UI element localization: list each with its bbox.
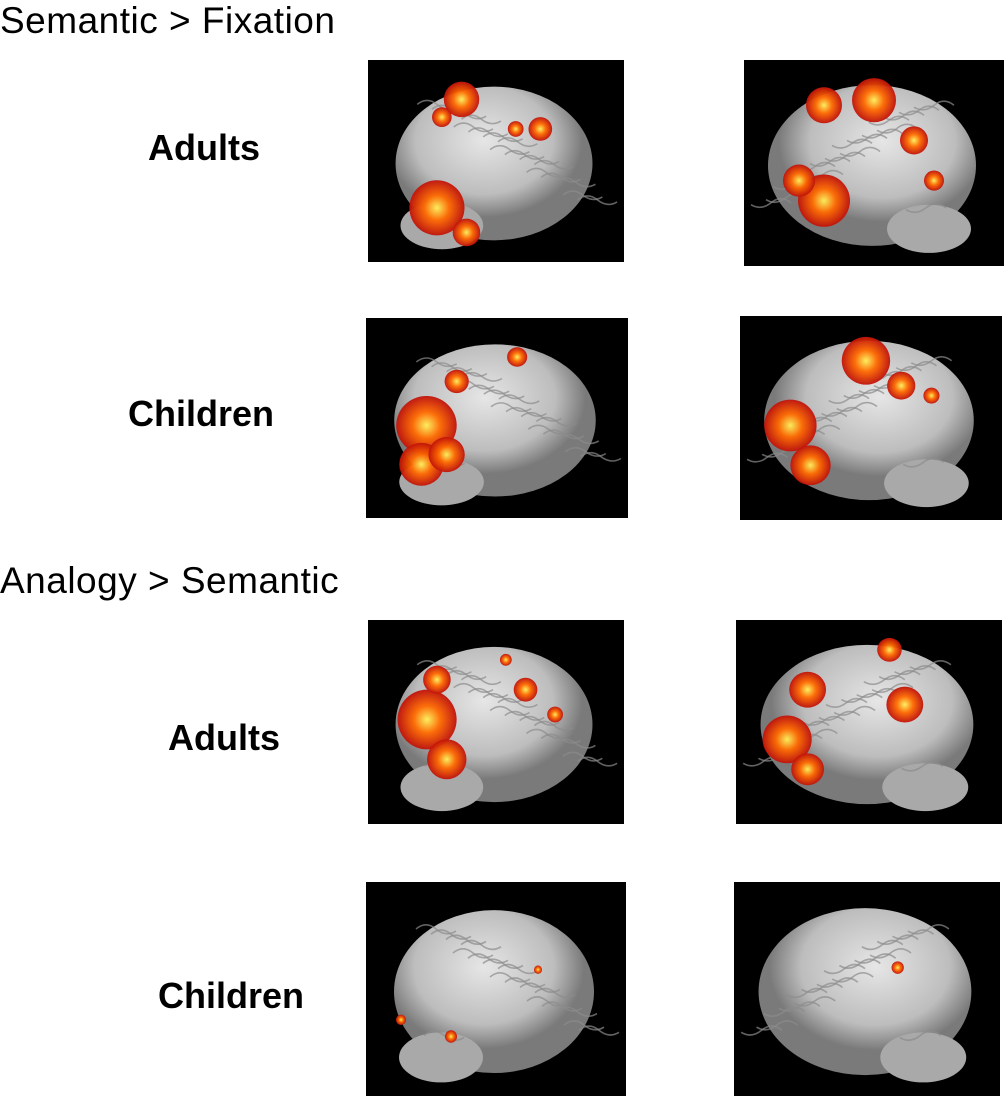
activation-blob [924, 170, 944, 191]
cerebellum-shape [400, 763, 484, 812]
brain-panel-left-view [368, 620, 624, 824]
sulcus-line [497, 137, 538, 148]
activation-blob [427, 739, 467, 780]
sulcus-line [533, 159, 575, 170]
sulcus-line [905, 202, 947, 214]
brain-panel-left-view [366, 318, 628, 518]
activation-blob [887, 371, 916, 400]
brain-panel-right-view [734, 882, 1000, 1096]
sulcus-line [902, 457, 945, 468]
sulcus-line [498, 394, 540, 405]
activation-blob [790, 445, 831, 486]
sulcus-line [461, 371, 503, 382]
brain-panel-right-view [736, 620, 1002, 824]
activation-blob [443, 81, 480, 118]
brain-panel-right-view [744, 60, 1004, 266]
sulcus-line [557, 434, 600, 445]
activation-blob [852, 78, 896, 123]
sulcus-line [497, 697, 538, 708]
sulcus-line [555, 177, 596, 188]
sulcus-line [861, 939, 904, 951]
group-label-adults: Adults [168, 717, 280, 758]
brain-render [750, 78, 976, 253]
section-title-semantic-fixation: Semantic > Fixation [0, 0, 336, 41]
sulcus-line [901, 761, 944, 772]
activation-blob [507, 347, 528, 367]
group-label-adults: Adults [148, 127, 260, 168]
cerebellum-shape [880, 1032, 967, 1083]
activation-blob [547, 706, 563, 723]
brain-render [395, 646, 618, 812]
activation-blob [528, 117, 553, 141]
sulcus-line [460, 939, 502, 951]
activation-blob [891, 961, 904, 974]
sulcus-line [577, 195, 618, 206]
sulcus-line [785, 987, 828, 999]
activation-blob [396, 1014, 406, 1026]
sulcus-line [423, 1030, 465, 1042]
brain-panel-left-view [368, 60, 624, 262]
activation-blob [783, 164, 815, 197]
activation-blob [789, 671, 827, 708]
sulcus-line [750, 197, 792, 209]
sulcus-line [899, 1030, 942, 1042]
activation-blob [886, 686, 924, 723]
sulcus-line [533, 720, 575, 731]
cerebrum-shape [394, 910, 594, 1074]
activation-blob [428, 437, 465, 473]
activation-blob [841, 336, 891, 385]
brain-panel-left-view [366, 882, 626, 1096]
brain-render [742, 637, 974, 812]
sulcus-line [823, 963, 866, 975]
activation-blob [423, 665, 451, 694]
activation-blob [507, 121, 524, 137]
sulcus-line [497, 963, 539, 975]
activation-blob [791, 753, 824, 786]
sulcus-line [746, 452, 788, 463]
group-label-children: Children [128, 393, 275, 434]
sulcus-line [555, 738, 596, 749]
activation-blob [900, 126, 928, 155]
activation-blob [806, 87, 842, 124]
brain-render [394, 910, 620, 1083]
activation-blob [444, 369, 469, 394]
activation-blob [432, 107, 452, 128]
sulcus-line [461, 674, 502, 686]
activation-blob [534, 965, 542, 974]
cerebellum-shape [882, 763, 969, 812]
section-title-analogy-semantic: Analogy > Semantic [0, 560, 340, 601]
group-label-children: Children [158, 975, 305, 1016]
sulcus-line [577, 756, 618, 767]
sulcus-line [580, 451, 622, 462]
sulcus-line [740, 1025, 783, 1036]
activation-blob [764, 399, 817, 452]
activation-blob [445, 1030, 457, 1043]
activation-blob [409, 180, 465, 236]
brain-render [746, 336, 974, 508]
brain-render [394, 344, 622, 506]
sulcus-line [828, 393, 870, 404]
activation-blob [397, 689, 457, 750]
sulcus-line [534, 987, 576, 999]
brain-panel-right-view [740, 316, 1002, 520]
sulcus-line [868, 115, 910, 126]
sulcus-line [825, 697, 868, 708]
cerebellum-shape [399, 1032, 483, 1083]
sulcus-line [831, 138, 873, 149]
brain-render [740, 908, 972, 1083]
activation-blob [513, 677, 538, 702]
sulcus-line [763, 1006, 806, 1018]
cerebellum-shape [884, 459, 969, 508]
activation-blob [923, 387, 940, 404]
sulcus-line [863, 674, 906, 686]
sulcus-line [578, 1025, 620, 1036]
activation-blob [499, 653, 512, 666]
brain-render [395, 81, 618, 250]
activation-blob [762, 715, 812, 764]
sulcus-line [535, 416, 578, 427]
activation-blob [452, 218, 481, 247]
cerebellum-shape [887, 204, 971, 253]
sulcus-line [556, 1006, 598, 1018]
activation-blob [877, 637, 902, 662]
